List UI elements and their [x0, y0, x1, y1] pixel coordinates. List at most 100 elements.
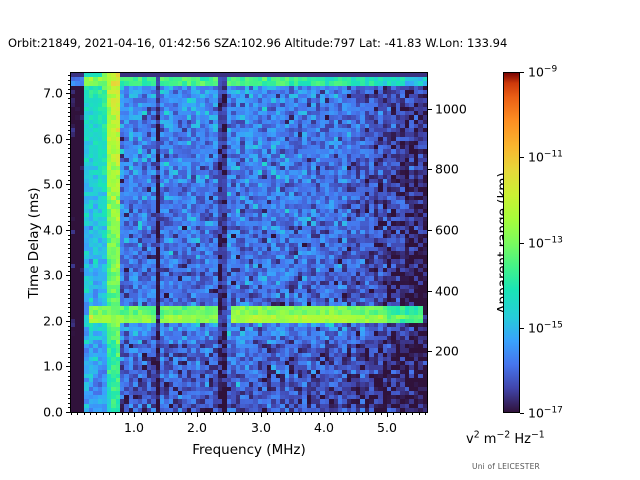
y-tick-minor — [68, 189, 70, 190]
y-tick-minor — [68, 339, 70, 340]
y-tick-major — [66, 321, 70, 322]
colorbar-tick-label: 10−17 — [528, 405, 563, 421]
x-tick-minor — [172, 413, 173, 415]
x-tick-major — [324, 413, 325, 417]
x-tick-minor — [223, 413, 224, 415]
y-tick-minor — [68, 407, 70, 408]
figure-suptitle: Orbit:21849, 2021-04-16, 01:42:56 SZA:10… — [8, 36, 508, 50]
y-tick-major — [66, 139, 70, 140]
x-tick-minor — [292, 413, 293, 415]
y-tick-major — [66, 184, 70, 185]
x-tick-minor — [349, 413, 350, 415]
y-tick-label: 3.0 — [43, 267, 63, 283]
y-tick-minor — [68, 344, 70, 345]
secondary-y-tick-label: 1000 — [435, 101, 467, 117]
y-tick-minor — [68, 271, 70, 272]
x-tick-minor — [368, 413, 369, 415]
colorbar-units-text: v2 m−2 Hz−1 — [466, 429, 545, 447]
y-tick-minor — [68, 380, 70, 381]
x-tick-major — [261, 413, 262, 417]
x-tick-minor — [141, 413, 142, 415]
y-tick-minor — [68, 357, 70, 358]
y-tick-label: 6.0 — [43, 131, 63, 147]
x-tick-minor — [90, 413, 91, 415]
y-tick-major — [66, 412, 70, 413]
secondary-y-tick-label: 200 — [435, 343, 459, 359]
x-tick-label: 1.0 — [124, 420, 144, 435]
x-tick-minor — [235, 413, 236, 415]
y-tick-minor — [68, 303, 70, 304]
y-tick-minor — [68, 298, 70, 299]
y-tick-minor — [68, 153, 70, 154]
y-tick-minor — [68, 353, 70, 354]
x-tick-minor — [330, 413, 331, 415]
x-tick-major — [387, 413, 388, 417]
y-tick-minor — [68, 162, 70, 163]
x-tick-minor — [210, 413, 211, 415]
x-tick-minor — [267, 413, 268, 415]
x-tick-minor — [299, 413, 300, 415]
y-tick-minor — [68, 326, 70, 327]
colorbar-units-label: v2 m−2 Hz−1 — [466, 429, 545, 447]
x-tick-minor — [248, 413, 249, 415]
y-tick-minor — [68, 330, 70, 331]
x-tick-minor — [229, 413, 230, 415]
y-tick-minor — [68, 389, 70, 390]
y-tick-minor — [68, 212, 70, 213]
x-tick-minor — [147, 413, 148, 415]
x-tick-minor — [122, 413, 123, 415]
x-tick-minor — [406, 413, 407, 415]
y-tick-label: 5.0 — [43, 176, 63, 192]
institution-watermark: Uni of LEICESTER — [472, 462, 540, 471]
y-tick-minor — [68, 244, 70, 245]
y-tick-minor — [68, 148, 70, 149]
ionogram-heatmap — [71, 73, 427, 412]
y-tick-minor — [68, 130, 70, 131]
y-tick-label: 0.0 — [43, 404, 63, 420]
x-tick-minor — [191, 413, 192, 415]
x-tick-minor — [204, 413, 205, 415]
y-tick-minor — [68, 116, 70, 117]
secondary-y-tick — [428, 169, 432, 170]
y-tick-minor — [68, 175, 70, 176]
y-tick-minor — [68, 248, 70, 249]
x-tick-minor — [280, 413, 281, 415]
y-tick-minor — [68, 216, 70, 217]
y-tick-minor — [68, 84, 70, 85]
secondary-y-tick-label: 800 — [435, 161, 459, 177]
x-tick-minor — [311, 413, 312, 415]
x-tick-minor — [400, 413, 401, 415]
y-tick-minor — [68, 171, 70, 172]
y-tick-minor — [68, 362, 70, 363]
colorbar — [503, 72, 520, 413]
y-tick-minor — [68, 294, 70, 295]
x-tick-major — [197, 413, 198, 417]
y-tick-label: 2.0 — [43, 313, 63, 329]
x-tick-label: 5.0 — [377, 420, 397, 435]
x-tick-minor — [343, 413, 344, 415]
y-tick-minor — [68, 289, 70, 290]
x-tick-minor — [160, 413, 161, 415]
x-tick-minor — [185, 413, 186, 415]
y-tick-minor — [68, 235, 70, 236]
colorbar-tick-label: 10−11 — [528, 149, 563, 165]
y-tick-minor — [68, 107, 70, 108]
x-tick-minor — [337, 413, 338, 415]
y-tick-minor — [68, 103, 70, 104]
secondary-y-tick — [428, 109, 432, 110]
y-tick-minor — [68, 257, 70, 258]
secondary-y-tick-label: 600 — [435, 222, 459, 238]
colorbar-tick-label: 10−9 — [528, 64, 558, 80]
y-tick-minor — [68, 221, 70, 222]
x-tick-minor — [178, 413, 179, 415]
y-tick-minor — [68, 307, 70, 308]
y-tick-minor — [68, 280, 70, 281]
y-tick-minor — [68, 371, 70, 372]
colorbar-tick-label: 10−15 — [528, 320, 563, 336]
y-tick-minor — [68, 312, 70, 313]
colorbar-tick — [520, 72, 524, 73]
x-tick-major — [134, 413, 135, 417]
y-tick-minor — [68, 207, 70, 208]
colorbar-tick — [520, 243, 524, 244]
